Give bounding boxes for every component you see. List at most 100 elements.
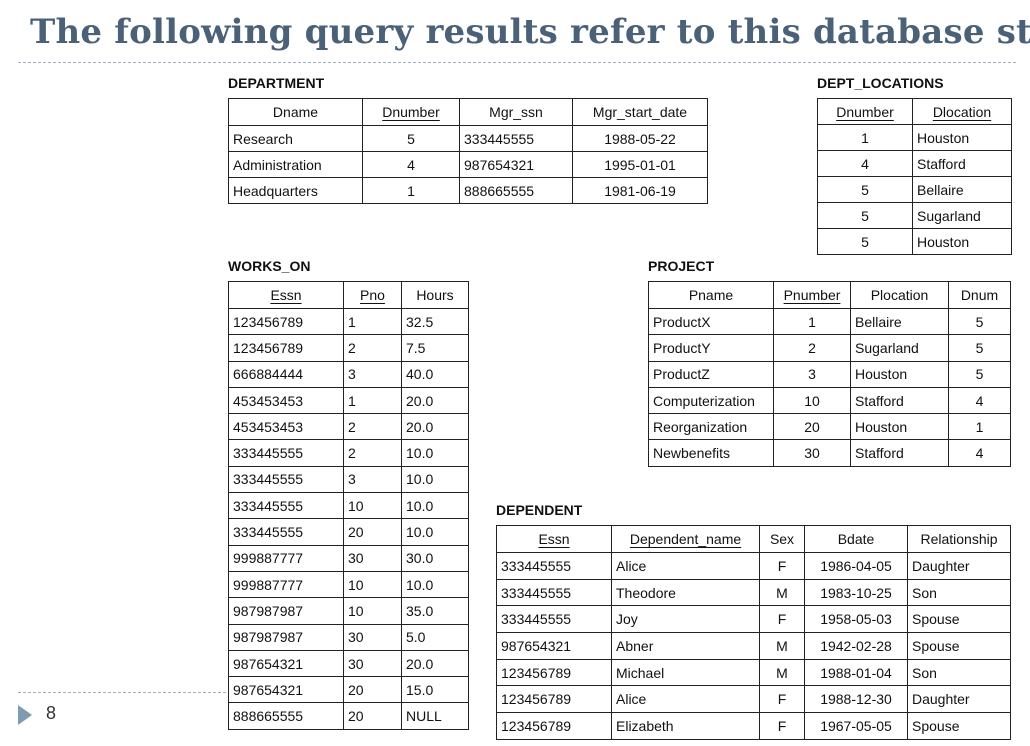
cell-sex: F — [759, 605, 805, 634]
dependent-table: Essn Dependent_name Sex Bdate Relationsh… — [496, 525, 1011, 740]
table-row: 333445555 2 10.0 — [228, 439, 469, 467]
cell-pno: 2 — [343, 439, 402, 467]
table-row: 333445555 10 10.0 — [228, 492, 469, 520]
cell-dnumber: 4 — [362, 151, 460, 178]
cell-essn: 987654321 — [228, 649, 344, 678]
cell-dlocation: Sugarland — [912, 202, 1012, 229]
cell-relationship: Spouse — [907, 605, 1011, 634]
cell-pno: 1 — [343, 307, 402, 336]
cell-dlocation: Bellaire — [912, 176, 1012, 203]
table-row: ProductZ 3 Houston 5 — [648, 360, 1011, 388]
cell-plocation: Sugarland — [850, 334, 949, 362]
column-header-pnumber: Pnumber — [783, 287, 841, 303]
cell-pno: 20 — [343, 676, 402, 704]
cell-essn: 123456789 — [228, 334, 344, 362]
cell-plocation: Stafford — [850, 439, 949, 467]
dept-locations-table: Dnumber Dlocation 1 Houston 4 Stafford 5… — [817, 98, 1012, 255]
column-header-pno: Pno — [360, 287, 385, 303]
cell-mgr-start-date: 1988-05-22 — [572, 125, 708, 152]
table-row: 123456789 Elizabeth F 1967-05-05 Spouse — [496, 712, 1011, 740]
cell-essn: 987987987 — [228, 623, 344, 651]
cell-dependent-name: Abner — [611, 632, 760, 660]
table-row: 333445555 Joy F 1958-05-03 Spouse — [496, 605, 1011, 634]
cell-dnum: 5 — [948, 307, 1011, 336]
cell-pno: 30 — [343, 649, 402, 678]
cell-dname: Research — [228, 125, 363, 152]
table-row: 987654321 Abner M 1942-02-28 Spouse — [496, 632, 1011, 660]
cell-mgr-start-date: 1981-06-19 — [572, 177, 708, 204]
cell-hours: 7.5 — [401, 334, 469, 362]
cell-dependent-name: Elizabeth — [611, 712, 760, 740]
cell-pno: 2 — [343, 334, 402, 362]
project-table: Pname Pnumber Plocation Dnum ProductX 1 Be… — [648, 281, 1011, 467]
cell-essn: 123456789 — [496, 685, 612, 714]
table-row: 987987987 30 5.0 — [228, 623, 469, 651]
table-row: 453453453 1 20.0 — [228, 386, 469, 415]
cell-essn: 333445555 — [228, 465, 344, 494]
cell-mgr-ssn: 888665555 — [459, 177, 573, 204]
cell-hours: 10.0 — [401, 492, 469, 520]
cell-hours: 32.5 — [401, 307, 469, 336]
cell-dnumber: 1 — [362, 177, 460, 204]
cell-dnumber: 5 — [362, 125, 460, 152]
cell-plocation: Stafford — [850, 386, 949, 415]
cell-essn: 888665555 — [228, 702, 344, 730]
cell-dnumber: 1 — [817, 124, 913, 151]
cell-pno: 3 — [343, 360, 402, 388]
cell-hours: 10.0 — [401, 465, 469, 494]
table-row: 5 Bellaire — [817, 176, 1012, 203]
dependent-table-label: DEPENDENT — [496, 502, 583, 518]
cell-mgr-ssn: 987654321 — [459, 151, 573, 178]
cell-pno: 10 — [343, 492, 402, 520]
table-row: 123456789 1 32.5 — [228, 307, 469, 336]
cell-dnumber: 5 — [817, 176, 913, 203]
cell-pnumber: 10 — [773, 386, 851, 415]
column-header-bdate: Bdate — [804, 525, 908, 553]
cell-relationship: Spouse — [907, 712, 1011, 740]
cell-pno: 3 — [343, 465, 402, 494]
cell-essn: 123456789 — [496, 658, 612, 687]
cell-dlocation: Houston — [912, 228, 1012, 255]
table-row: 999887777 30 30.0 — [228, 544, 469, 572]
cell-essn: 999887777 — [228, 544, 344, 572]
table-row: 4 Stafford — [817, 150, 1012, 177]
column-header-essn: Essn — [538, 531, 570, 547]
column-header-hours: Hours — [401, 281, 469, 309]
cell-pno: 2 — [343, 413, 402, 441]
cell-bdate: 1942-02-28 — [804, 632, 908, 660]
column-header-dnumber: Dnumber — [836, 103, 894, 120]
table-row: ProductX 1 Bellaire 5 — [648, 307, 1011, 336]
cell-dependent-name: Joy — [611, 605, 760, 634]
column-header-dnum: Dnum — [948, 281, 1011, 309]
column-header-mgr-ssn: Mgr_ssn — [459, 98, 573, 126]
cell-pname: ProductY — [648, 334, 774, 362]
column-header-dname: Dname — [228, 98, 363, 126]
table-row: ProductY 2 Sugarland 5 — [648, 334, 1011, 362]
cell-essn: 123456789 — [228, 307, 344, 336]
cell-dlocation: Stafford — [912, 150, 1012, 177]
cell-hours: 15.0 — [401, 676, 469, 704]
table-row: Research 5 333445555 1988-05-22 — [228, 125, 708, 152]
page-number: 8 — [46, 703, 57, 723]
cell-essn: 987987987 — [228, 597, 344, 625]
cell-pnumber: 20 — [773, 413, 851, 441]
cell-relationship: Son — [907, 658, 1011, 687]
footer-divider — [18, 692, 226, 693]
cell-dnum: 4 — [948, 386, 1011, 415]
title-divider — [18, 62, 1016, 63]
table-row: 1 Houston — [817, 124, 1012, 151]
table-row: Headquarters 1 888665555 1981-06-19 — [228, 177, 708, 204]
cell-essn: 453453453 — [228, 413, 344, 441]
table-row: Newbenefits 30 Stafford 4 — [648, 439, 1011, 467]
cell-pno: 10 — [343, 570, 402, 599]
works-on-table: Essn Pno Hours 123456789 1 32.5 123456789 2 7… — [228, 281, 469, 730]
table-row: Reorganization 20 Houston 1 — [648, 413, 1011, 441]
cell-pno: 1 — [343, 386, 402, 415]
table-row: 123456789 Michael M 1988-01-04 Son — [496, 658, 1011, 687]
cell-hours: 10.0 — [401, 570, 469, 599]
cell-hours: 20.0 — [401, 386, 469, 415]
cell-hours: 40.0 — [401, 360, 469, 388]
cell-dependent-name: Alice — [611, 552, 760, 580]
cell-mgr-start-date: 1995-01-01 — [572, 151, 708, 178]
cell-dnumber: 4 — [817, 150, 913, 177]
